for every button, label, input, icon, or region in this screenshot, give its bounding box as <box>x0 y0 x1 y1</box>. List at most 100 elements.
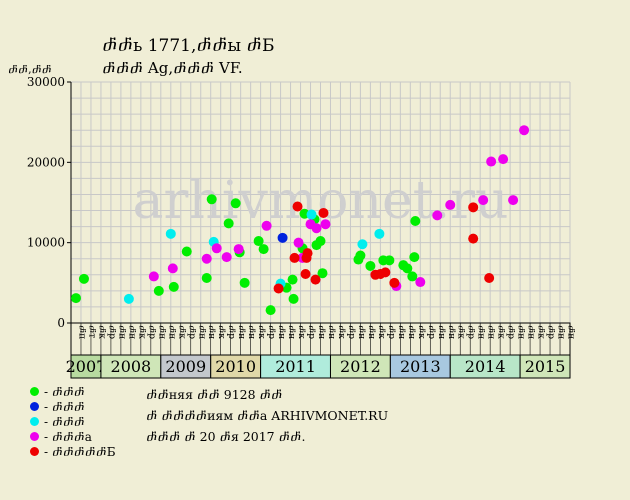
month-label: ⴥн <box>486 325 496 339</box>
info-date: ⴥⴥⴥ ⴥ 20 ⴥя 2017 ⴥⴥ. <box>146 429 306 444</box>
month-label: ⴥн <box>406 325 416 339</box>
month-label: ⴥн <box>116 325 126 339</box>
data-point <box>315 236 326 247</box>
year-label: 2014 <box>465 357 506 376</box>
year-label: 2010 <box>215 357 256 376</box>
year-label: 2012 <box>340 357 381 376</box>
data-point <box>468 233 479 244</box>
data-point <box>320 219 331 230</box>
legend-item: - ⴥⴥⴥⴥⴥБ <box>30 444 116 459</box>
data-point <box>300 268 311 279</box>
data-point <box>402 263 413 274</box>
data-point <box>123 293 134 304</box>
month-label: ⴥр <box>266 325 276 339</box>
data-point <box>201 273 212 284</box>
month-label: ⴥр <box>506 325 516 339</box>
month-label: ⴥн <box>316 325 326 339</box>
data-point <box>148 271 159 282</box>
month-label: ⴥт <box>86 325 96 338</box>
data-point <box>445 199 456 210</box>
month-label: ⴥк <box>176 325 186 339</box>
month-label: ⴥк <box>216 325 226 339</box>
data-point <box>310 274 321 285</box>
info-block: ⴥⴥняя ⴥⴥ 9128 ⴥⴥ ⴥ ⴥⴥⴥⴥиям ⴥⴥа ARHIVMONE… <box>146 384 388 447</box>
y-tick-label: 0 <box>57 316 65 330</box>
legend-marker <box>30 432 39 441</box>
month-label: ⴥн <box>436 325 446 339</box>
month-label: ⴥк <box>496 325 506 339</box>
month-label: ⴥп <box>76 325 86 339</box>
month-label: ⴥн <box>526 325 536 339</box>
legend-label: - ⴥⴥⴥ <box>44 399 85 414</box>
data-point <box>265 305 276 316</box>
data-point <box>468 202 479 213</box>
data-point <box>153 285 164 296</box>
data-point <box>261 220 272 231</box>
y-tick-label: 30000 <box>27 75 65 89</box>
data-point <box>389 277 400 288</box>
data-point <box>70 293 81 304</box>
legend: - ⴥⴥⴥ - ⴥⴥⴥ - ⴥⴥⴥ - ⴥⴥⴥа - ⴥⴥⴥⴥⴥБ <box>30 384 116 459</box>
year-label: 2015 <box>525 357 566 376</box>
legend-label: - ⴥⴥⴥа <box>44 429 92 444</box>
data-point <box>165 228 176 239</box>
data-point <box>230 198 241 209</box>
data-point <box>292 201 303 212</box>
month-label: ⴥн <box>126 325 136 339</box>
data-point <box>239 277 250 288</box>
month-label: ⴥр <box>186 325 196 339</box>
data-point <box>221 252 232 263</box>
month-label: ⴥн <box>286 325 296 339</box>
data-point <box>317 268 328 279</box>
data-point <box>78 273 89 284</box>
data-point <box>273 283 284 294</box>
data-point <box>223 218 234 229</box>
month-label: ⴥк <box>456 325 466 339</box>
data-point <box>478 195 489 206</box>
data-point <box>305 219 316 230</box>
legend-marker <box>30 402 39 411</box>
data-point <box>168 281 179 292</box>
data-point <box>201 253 212 264</box>
chart-subtitle: ⴥⴥⴥ Ag,ⴥⴥⴥ VF. <box>102 59 243 77</box>
data-point <box>374 228 385 239</box>
legend-item: - ⴥⴥⴥа <box>30 429 116 444</box>
data-point <box>258 244 269 255</box>
data-point <box>498 154 509 165</box>
month-label: ⴥр <box>546 325 556 339</box>
data-point <box>484 273 495 284</box>
legend-marker <box>30 387 39 396</box>
data-point <box>384 255 395 266</box>
data-point <box>167 263 178 274</box>
month-label: ⴥн <box>556 325 566 339</box>
data-point <box>181 246 192 257</box>
data-point <box>410 215 421 226</box>
data-point <box>380 267 391 278</box>
data-point <box>365 260 376 271</box>
month-label: ⴥк <box>376 325 386 339</box>
info-average: ⴥⴥняя ⴥⴥ 9128 ⴥⴥ <box>146 387 283 402</box>
legend-marker <box>30 447 39 456</box>
data-point <box>409 252 420 263</box>
data-point <box>306 209 317 220</box>
month-label: ⴥн <box>446 325 456 339</box>
legend-item: - ⴥⴥⴥ <box>30 384 116 399</box>
month-label: ⴥн <box>566 325 576 339</box>
data-point <box>287 274 298 285</box>
info-source: ⴥ ⴥⴥⴥⴥиям ⴥⴥа ARHIVMONET.RU <box>146 408 389 423</box>
legend-label: - ⴥⴥⴥⴥⴥБ <box>44 444 116 459</box>
data-point <box>289 252 300 263</box>
y-axis-unit: ⴥⴥ,ⴥⴥ <box>8 63 52 76</box>
y-tick-label: 20000 <box>27 155 65 169</box>
month-label: ⴥр <box>426 325 436 339</box>
chart-title: ⴥⴥь 1771,ⴥⴥы ⴥБ <box>102 36 274 56</box>
legend-marker <box>30 417 39 426</box>
month-label: ⴥр <box>226 325 236 339</box>
month-label: ⴥк <box>336 325 346 339</box>
month-label: ⴥн <box>206 325 216 339</box>
year-cell <box>519 354 571 379</box>
legend-item: - ⴥⴥⴥ <box>30 414 116 429</box>
year-label: 2011 <box>275 357 316 376</box>
